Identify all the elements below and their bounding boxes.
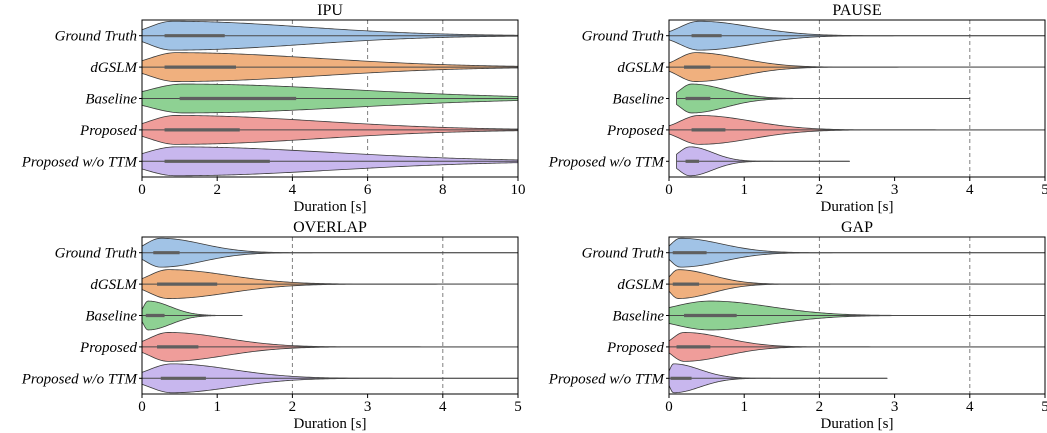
ipu-xtick-label-6: 6 [364,182,372,198]
overlap-baseline-category-label: Baseline [85,309,137,325]
pause-xtick-label-5: 5 [1041,182,1047,198]
pause-xtick-label-2: 2 [816,182,824,198]
gap-ground-truth-category-label: Ground Truth [582,246,664,262]
pause-baseline-category-label: Baseline [612,92,664,108]
gap-baseline-category-label: Baseline [612,309,664,325]
ipu-xtick-label-0: 0 [138,182,146,198]
pause-xlabel: Duration [s] [821,199,894,215]
ipu-xlabel: Duration [s] [294,199,367,215]
gap-title: GAP [841,219,873,236]
gap-xtick-label-3: 3 [891,399,899,415]
overlap-axes-frame [141,236,519,395]
ipu-xtick-label-10: 10 [511,182,526,198]
pause-dgslm-category-label: dGSLM [617,60,665,76]
pause-title: PAUSE [832,2,881,19]
pause-xtick-label-1: 1 [740,182,748,198]
gap-axes-frame [668,236,1046,395]
ipu-title: IPU [317,2,343,19]
ipu-xtick-label-2: 2 [213,182,221,198]
gap-proposed-w-o-ttm-category-label: Proposed w/o TTM [548,371,666,387]
ipu-dgslm-category-label: dGSLM [90,60,138,76]
pause-xtick-label-3: 3 [891,182,899,198]
ipu-ground-truth-category-label: Ground Truth [55,29,137,45]
gap-xtick-label-2: 2 [816,399,824,415]
overlap-title: OVERLAP [293,219,367,236]
overlap-xtick-label-5: 5 [514,399,522,415]
overlap-xtick-label-1: 1 [213,399,221,415]
pause-xtick-label-0: 0 [665,182,673,198]
overlap-dgslm-category-label: dGSLM [90,277,138,293]
pause-proposed-category-label: Proposed [606,123,664,139]
pause-ground-truth-category-label: Ground Truth [582,29,664,45]
ipu-xtick-label-4: 4 [289,182,297,198]
gap-xtick-label-1: 1 [740,399,748,415]
ipu-xtick-label-8: 8 [439,182,447,198]
overlap-proposed-category-label: Proposed [79,340,137,356]
gap-xtick-label-0: 0 [665,399,673,415]
overlap-xtick-label-0: 0 [138,399,146,415]
pause-proposed-w-o-ttm-category-label: Proposed w/o TTM [548,154,666,170]
gap-xlabel: Duration [s] [821,416,894,432]
overlap-xlabel: Duration [s] [294,416,367,432]
overlap-ground-truth-category-label: Ground Truth [55,246,137,262]
overlap-proposed-w-o-ttm-category-label: Proposed w/o TTM [21,371,139,387]
overlap-xtick-label-4: 4 [439,399,447,415]
ipu-proposed-category-label: Proposed [79,123,137,139]
overlap-xtick-label-2: 2 [289,399,297,415]
ipu-proposed-w-o-ttm-category-label: Proposed w/o TTM [21,154,139,170]
overlap-xtick-label-3: 3 [364,399,372,415]
ipu-axes-frame [141,19,519,178]
pause-axes-frame [668,19,1046,178]
ipu-baseline-category-label: Baseline [85,92,137,108]
gap-proposed-category-label: Proposed [606,340,664,356]
gap-xtick-label-5: 5 [1041,399,1047,415]
gap-xtick-label-4: 4 [966,399,974,415]
pause-xtick-label-4: 4 [966,182,974,198]
gap-dgslm-category-label: dGSLM [617,277,665,293]
